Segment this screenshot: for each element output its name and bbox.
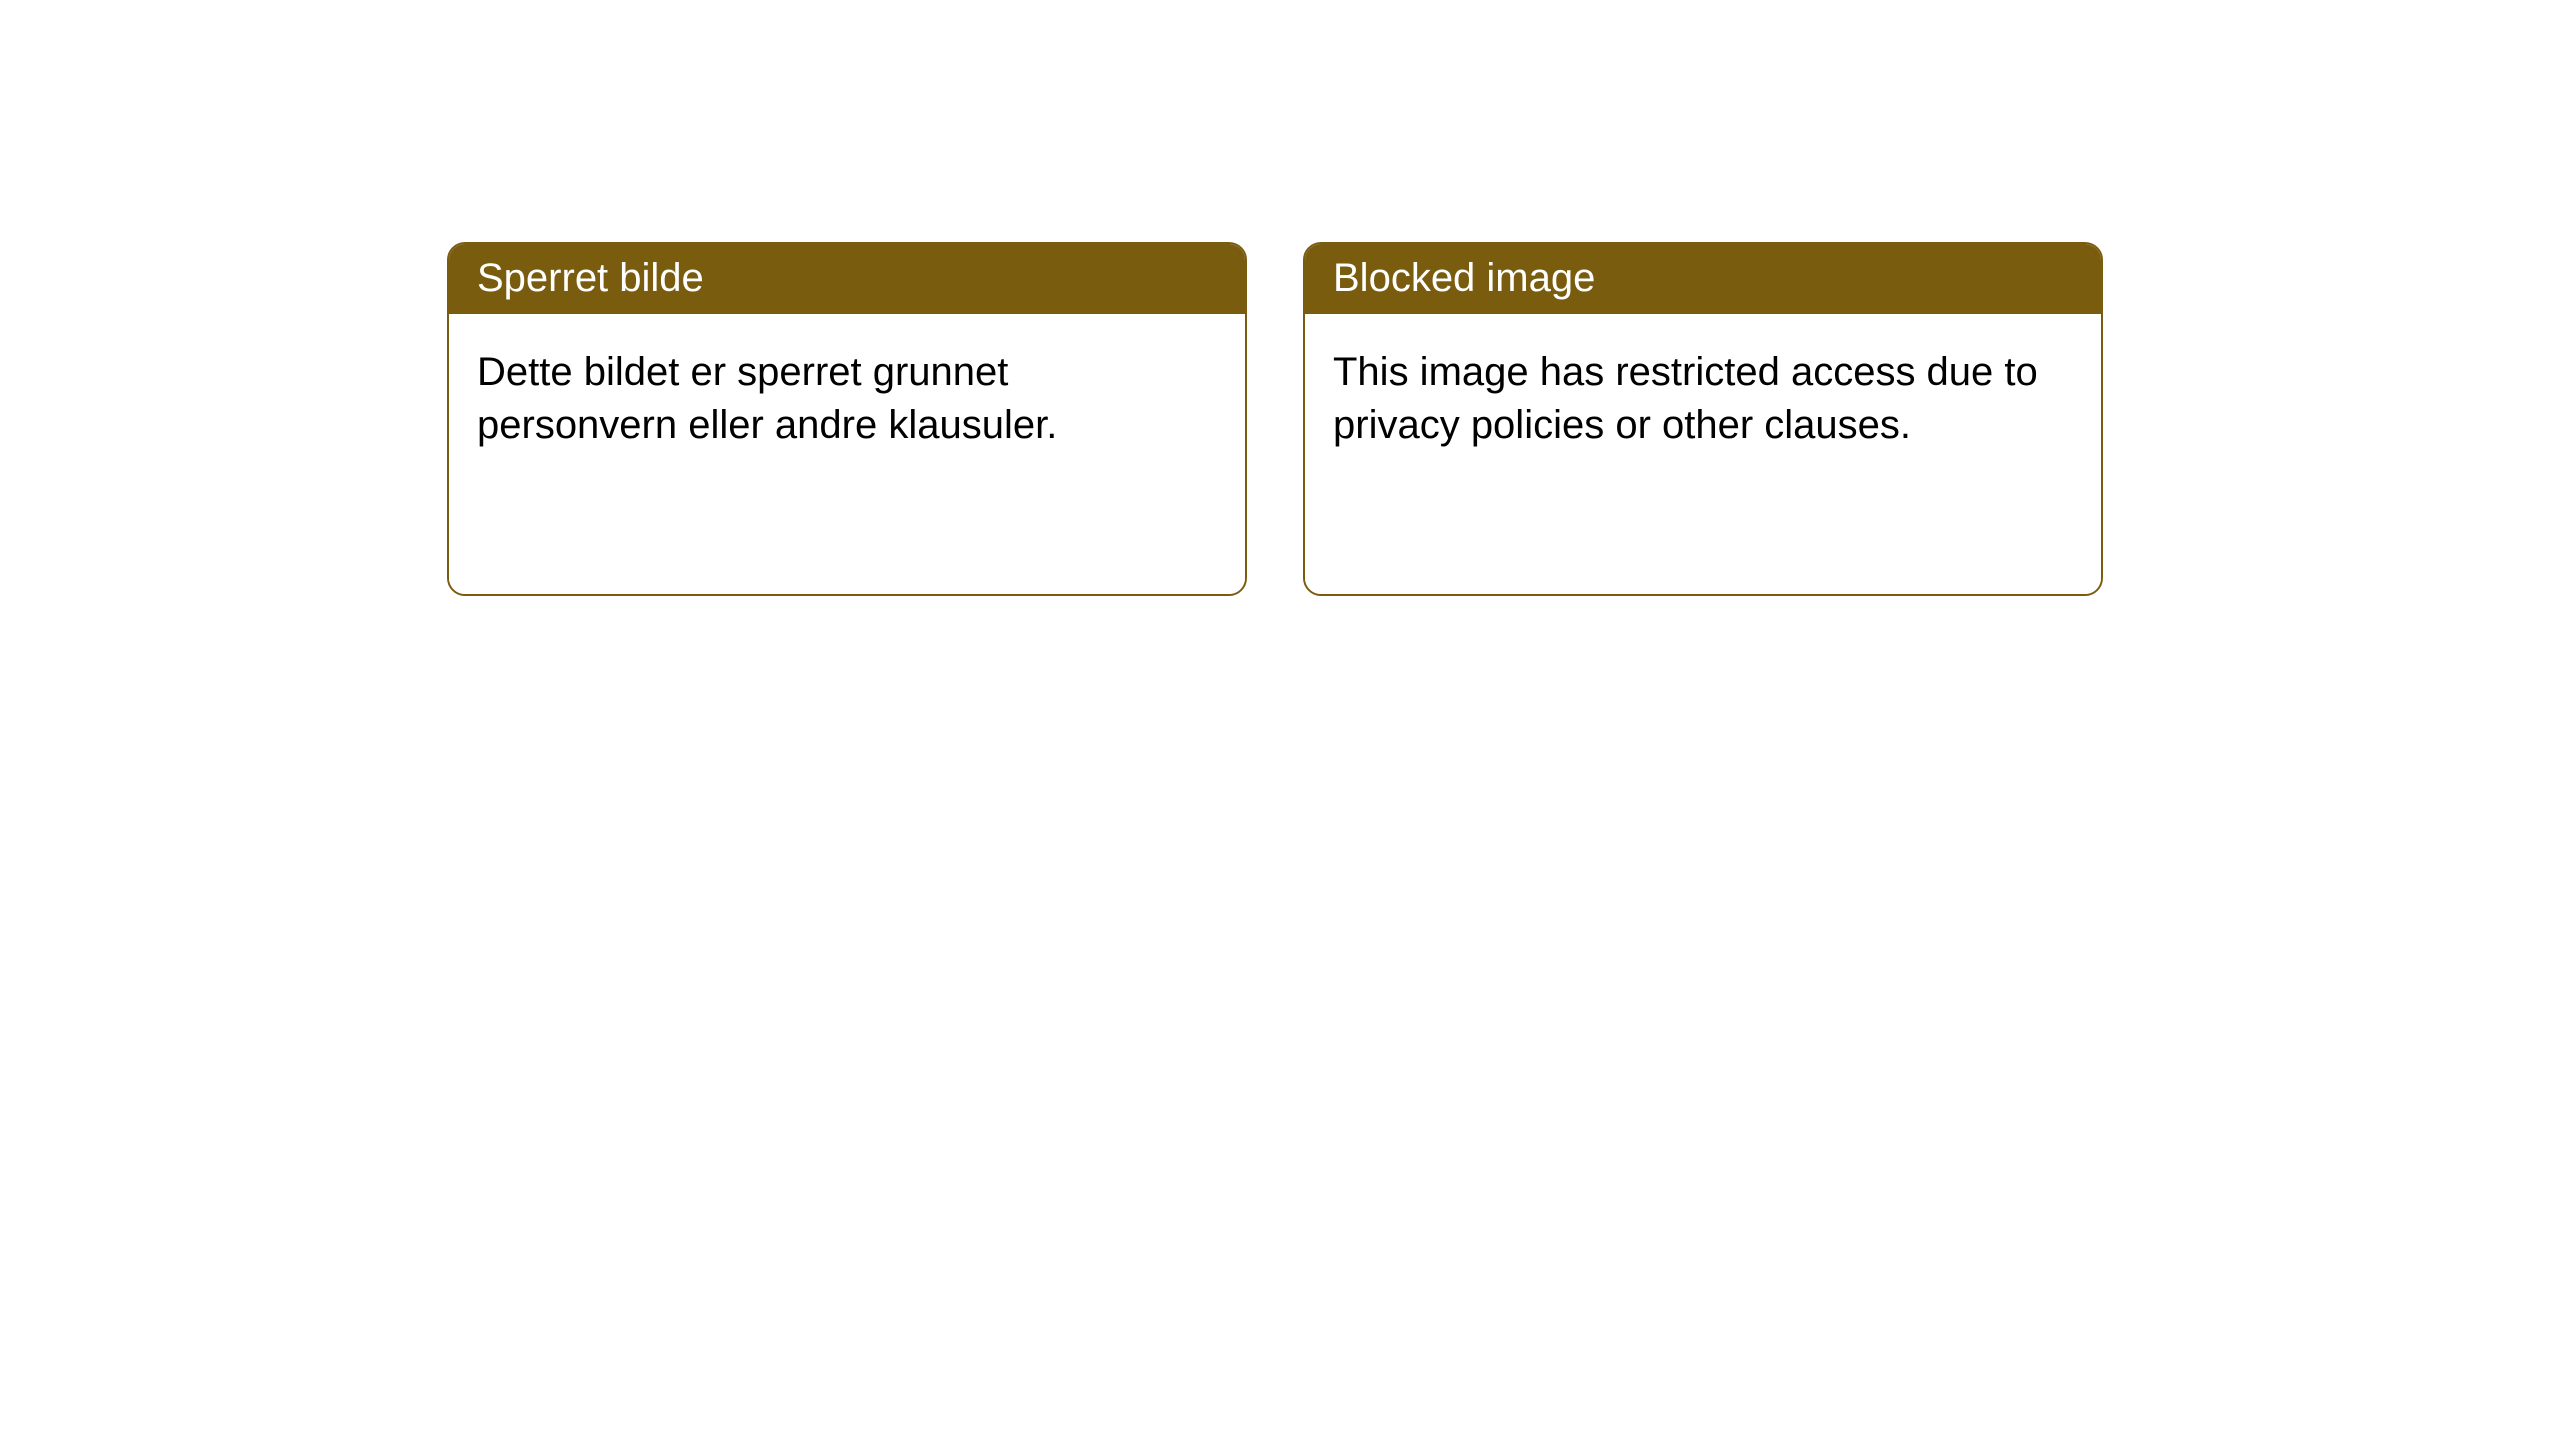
notice-container: Sperret bilde Dette bildet er sperret gr… xyxy=(0,0,2560,596)
blocked-image-card-english: Blocked image This image has restricted … xyxy=(1303,242,2103,596)
blocked-image-card-norwegian: Sperret bilde Dette bildet er sperret gr… xyxy=(447,242,1247,596)
card-header-english: Blocked image xyxy=(1305,244,2101,314)
card-header-norwegian: Sperret bilde xyxy=(449,244,1245,314)
card-body-norwegian: Dette bildet er sperret grunnet personve… xyxy=(449,314,1245,594)
card-body-english: This image has restricted access due to … xyxy=(1305,314,2101,594)
